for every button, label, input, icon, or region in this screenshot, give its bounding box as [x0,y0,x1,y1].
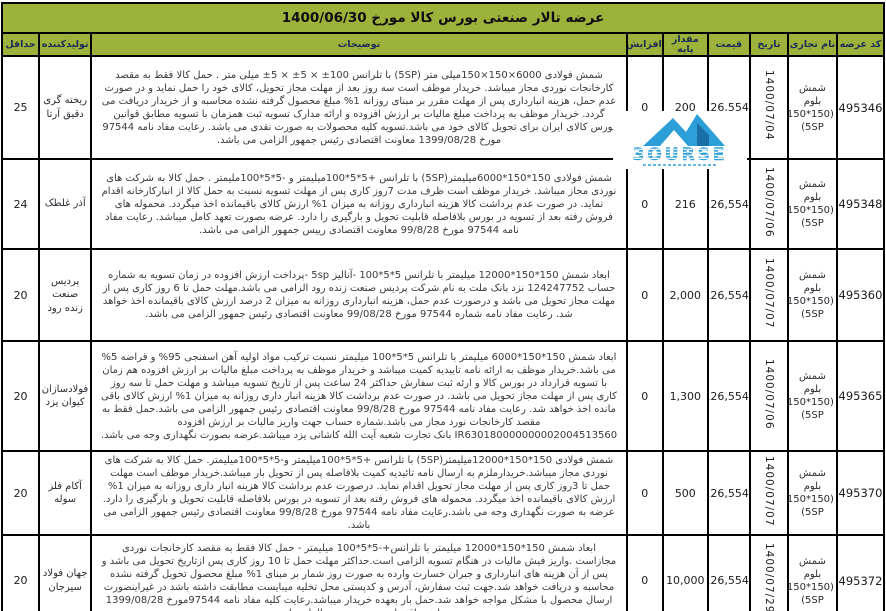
increase-cell: 0 [625,450,664,536]
col-header-description: توضیحات [90,32,628,57]
increase-cell: 0 [625,158,664,250]
offer-code-cell: 495365 [835,340,886,452]
producer-cell: فولادسازان کیوان یزد [38,340,93,452]
description-cell: شمش فولادی 150*150*6000میلیمتر(5SP) با ت… [90,158,628,250]
col-header-trade-name: نام تجاری [786,32,838,57]
trade-name-cell: شمش بلوم (150*150 5SP) [786,55,838,160]
minimum-cell: 20 [0,534,41,611]
offer-code-cell: 495370 [835,450,886,536]
description-cell: شمش فولادی 150*150*12000میلیمتر(5SP) با … [90,450,628,536]
date-cell: 1400/07/07 [748,248,789,342]
increase-cell: 0 [625,340,664,452]
description-cell: ابعاد شمش 150*150*12000 میلیمتر با تلران… [90,248,628,342]
col-header-increase: افزایش [625,32,664,57]
increase-cell: 0 [625,248,664,342]
col-header-producer: تولیدکننده [38,32,93,57]
base-amount-cell: 10,000 [661,534,709,611]
date-vertical-text: 1400/07/04 [762,70,775,141]
watermark-bourse-text: 3OURSE [632,145,727,165]
minimum-cell: 25 [0,55,41,160]
minimum-cell: 20 [0,340,41,452]
date-cell: 1400/07/04 [748,55,789,160]
producer-cell: جهان فولاد سیرجان [38,534,93,611]
increase-cell: 0 [625,534,664,611]
date-cell: 1400/07/29 [748,534,789,611]
date-vertical-text: 1400/07/07 [762,257,775,329]
description-cell: ابعاد شمش 150*150*12000 میلیمتر با تلران… [90,534,628,611]
table-row: 495372 شمش بلوم (150*150 5SP) 1400/07/29… [0,534,886,611]
page-title: عرضه تالار صنعتی بورس کالا مورخ 1400/06/… [1,2,885,34]
description-cell: شمش فولادی 6000×150×150میلی متر (5SP) با… [90,55,628,160]
col-header-date: تاریخ [748,32,789,57]
producer-cell: آذر غلطک [38,158,93,250]
bourse24-watermark-logo: 3OURSE [613,111,747,169]
minimum-cell: 20 [0,248,41,342]
table-row: 495346 شمش بلوم (150*150 5SP) 1400/07/04… [0,55,886,160]
col-header-offer-code: کد عرضه [835,32,886,57]
table-row: 495365 شمش بلوم (150*150 5SP) 1400/07/06… [0,340,886,452]
table-row: 495360 شمش بلوم (150*150 5SP) 1400/07/07… [0,248,886,342]
column-header-row: کد عرضه نام تجاری تاریخ قیمت مقدار پایه … [0,32,886,57]
base-amount-cell: 500 [661,450,709,536]
price-cell: 126,554 [706,450,751,536]
producer-cell: آکام فلز سوله [38,450,93,536]
date-vertical-text: 1400/07/06 [762,358,775,430]
date-vertical-text: 1400/07/06 [762,166,775,238]
col-header-minimum: حداقل [0,32,41,57]
trade-name-cell: شمش بلوم (150*150 5SP) [786,248,838,342]
price-cell: 126,554 [706,534,751,611]
trade-name-cell: شمش بلوم (150*150 5SP) [786,450,838,536]
price-cell: 126,554 [706,340,751,452]
minimum-cell: 24 [0,158,41,250]
date-cell: 1400/07/06 [748,340,789,452]
offer-code-cell: 495348 [835,158,886,250]
offer-code-cell: 495372 [835,534,886,611]
trade-name-cell: شمش بلوم (150*150 5SP) [786,158,838,250]
description-cell: ابعاد شمش 150*150*6000 میلیمتر با تلرانس… [90,340,628,452]
trade-name-cell: شمش بلوم (150*150 5SP) [786,534,838,611]
date-vertical-text: 1400/07/29 [762,543,775,611]
base-amount-cell: 2,000 [661,248,709,342]
date-cell: 1400/07/06 [748,158,789,250]
producer-cell: ریخته گری دقیق آرتا [38,55,93,160]
price-cell: 126,554 [706,158,751,250]
base-amount-cell: 1,300 [661,340,709,452]
col-header-base-amount: مقدار پایه [661,32,709,57]
producer-cell: پردیس صنعت زنده رود [38,248,93,342]
price-cell: 126,554 [706,248,751,342]
base-amount-cell: 216 [661,158,709,250]
col-header-price: قیمت [706,32,751,57]
date-cell: 1400/07/07 [748,450,789,536]
title-row: عرضه تالار صنعتی بورس کالا مورخ 1400/06/… [1,2,885,34]
watermark-24-glyph [643,114,725,146]
minimum-cell: 20 [0,450,41,536]
trade-name-cell: شمش بلوم (150*150 5SP) [786,340,838,452]
date-vertical-text: 1400/07/07 [762,455,775,527]
offer-code-cell: 495346 [835,55,886,160]
offer-code-cell: 495360 [835,248,886,342]
table-row: 495370 شمش بلوم (150*150 5SP) 1400/07/07… [0,450,886,536]
table-row: 495348 شمش بلوم (150*150 5SP) 1400/07/06… [0,158,886,250]
